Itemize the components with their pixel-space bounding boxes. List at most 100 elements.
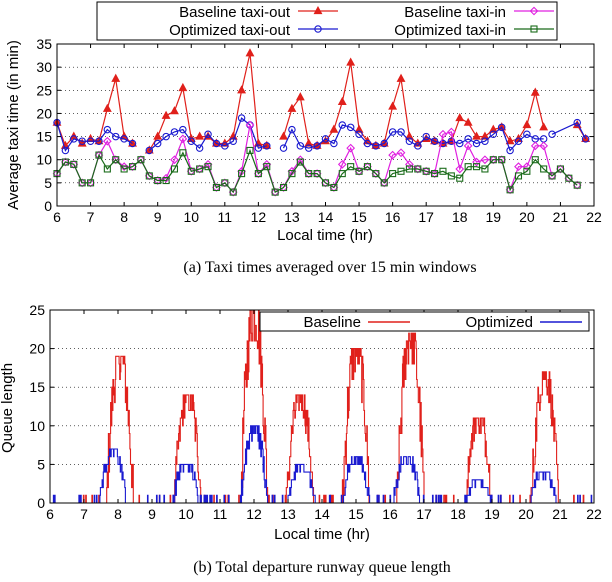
legend-marker [530, 25, 538, 33]
point-optimized-taxi-in [347, 163, 355, 171]
point-baseline-taxi-out [287, 103, 297, 112]
chart-a: 6 7 8 9 10 11 12 13 14 15 16 17 18 19 20 21 22 0 5 10 15 20 25… [5, 1, 602, 276]
chart-a-xtick-label: 17 [418, 209, 434, 225]
point-baseline-taxi-in [539, 141, 549, 151]
chart-b-xtick-label: 19 [484, 506, 500, 522]
point-optimized-taxi-in [540, 165, 548, 173]
point-optimized-taxi-in [556, 165, 564, 173]
chart-b-xtick-label: 9 [148, 506, 156, 522]
series-baseline-taxi-in [52, 120, 582, 197]
point-optimized-taxi-out [397, 128, 405, 136]
point-optimized-taxi-out [279, 144, 288, 152]
point-baseline-taxi-out [522, 119, 532, 129]
point-baseline-taxi-in [363, 162, 372, 172]
point-optimized-taxi-out [372, 142, 380, 150]
point-optimized-taxi-out [321, 135, 330, 143]
series-optimized-taxi-out [53, 114, 590, 155]
point-baseline-taxi-out [354, 124, 364, 133]
point-optimized-taxi-out [120, 135, 128, 143]
point-optimized-taxi-in [154, 176, 162, 185]
point-baseline-taxi-in [522, 162, 532, 172]
point-baseline-taxi-in [228, 187, 238, 197]
point-optimized-taxi-out [422, 132, 430, 141]
chart-b-xtick-label: 20 [518, 506, 534, 522]
chart-b-xtick-label: 7 [80, 506, 88, 522]
point-optimized-taxi-in [380, 179, 388, 187]
point-optimized-taxi-out [363, 139, 372, 148]
point-optimized-taxi-in [506, 186, 514, 194]
point-optimized-taxi-in [489, 156, 497, 164]
legend-marker [529, 6, 539, 16]
series-line-baseline [50, 309, 594, 504]
point-baseline-taxi-in [396, 148, 406, 158]
point-baseline-taxi-in [178, 134, 188, 144]
legend-label-baseline: Baseline [303, 314, 361, 331]
point-baseline-taxi-in [455, 164, 465, 174]
point-optimized-taxi-out [355, 130, 363, 139]
point-optimized-taxi-out [212, 139, 221, 148]
series-line-optimized-taxi-out [551, 121, 587, 140]
point-baseline-taxi-out [463, 117, 473, 126]
point-optimized-taxi-in [514, 172, 523, 180]
point-optimized-taxi-out [447, 137, 456, 145]
point-optimized-taxi-in [338, 170, 346, 178]
point-optimized-taxi-in [305, 170, 313, 178]
point-optimized-taxi-out [111, 132, 120, 141]
point-baseline-taxi-in [61, 157, 70, 167]
point-optimized-taxi-in [70, 160, 78, 168]
point-baseline-taxi-out [178, 82, 188, 92]
point-baseline-taxi-in [136, 155, 146, 165]
point-baseline-taxi-out [153, 131, 163, 140]
point-baseline-taxi-in [446, 127, 456, 137]
point-optimized-taxi-in [246, 146, 254, 155]
point-optimized-taxi-in [112, 156, 120, 164]
point-optimized-taxi-out [221, 142, 229, 150]
point-optimized-taxi-out [414, 142, 422, 150]
point-baseline-taxi-in [405, 159, 414, 169]
point-optimized-taxi-in [355, 167, 363, 175]
chart-a-ytick-label: 10 [36, 152, 52, 168]
chart-b-xtick-label: 8 [114, 506, 122, 522]
chart-a-xtick-label: 10 [183, 209, 199, 225]
chart-b-xtick-label: 11 [213, 506, 228, 522]
point-optimized-taxi-in [187, 167, 195, 175]
chart-b-grid [50, 348, 594, 465]
chart-a-ylabel: Average taxi time (in min) [5, 40, 22, 210]
legend-marker [314, 25, 322, 33]
chart-b-xtick-label: 6 [46, 506, 54, 522]
point-optimized-taxi-out [204, 130, 212, 139]
point-optimized-taxi-out [229, 137, 237, 145]
point-optimized-taxi-in [498, 156, 506, 164]
point-optimized-taxi-in [204, 163, 212, 171]
point-baseline-taxi-out [346, 57, 356, 66]
chart-a-xtick-label: 7 [87, 209, 95, 225]
chart-b-legend-box [259, 311, 590, 332]
point-optimized-taxi-out [145, 146, 154, 155]
series-line-baseline-taxi-out [282, 62, 545, 147]
chart-b-legend: Baseline Optimized [259, 311, 590, 332]
point-optimized-taxi-out [78, 137, 86, 145]
point-optimized-taxi-out [346, 123, 355, 132]
point-optimized-taxi-out [548, 130, 556, 139]
point-optimized-taxi-in [523, 167, 531, 175]
chart-a-xtick-label: 15 [351, 209, 367, 225]
point-baseline-taxi-out [170, 106, 179, 115]
chart-b-xtick-label: 15 [348, 506, 364, 522]
chart-b-xtick-label: 12 [246, 506, 262, 522]
point-baseline-taxi-out [195, 131, 205, 140]
point-optimized-taxi-in [87, 179, 95, 187]
chart-b-xtick-label: 18 [450, 506, 466, 522]
chart-a-ytick-label: 20 [36, 105, 52, 121]
chart-b-xtick-label: 13 [280, 506, 296, 522]
chart-a-xtick-label: 19 [486, 209, 502, 225]
chart-b-ytick-label: 10 [29, 418, 45, 434]
point-optimized-taxi-in [229, 188, 237, 196]
point-optimized-taxi-in [321, 179, 330, 187]
series-line-optimized-taxi-out [56, 122, 133, 152]
point-optimized-taxi-in [447, 172, 455, 180]
point-optimized-taxi-out [103, 125, 112, 134]
chart-a-xtick-label: 22 [586, 209, 602, 225]
point-baseline-taxi-in [279, 183, 288, 192]
point-optimized-taxi-out [439, 139, 447, 148]
point-optimized-taxi-in [263, 163, 271, 171]
